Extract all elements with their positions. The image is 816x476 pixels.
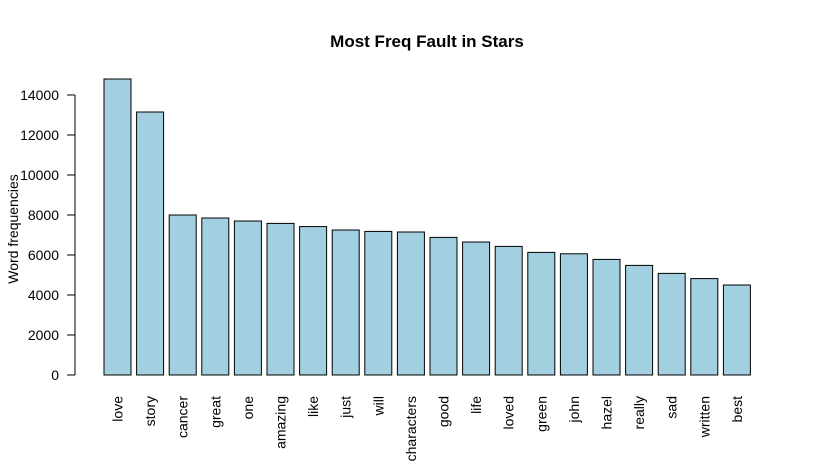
- y-tick-label: 2000: [28, 327, 59, 343]
- bar-just: [331, 229, 360, 376]
- bar-characters: [396, 231, 425, 376]
- y-axis-label: Word frequencies: [5, 174, 21, 283]
- x-tick-label-great: great: [207, 396, 223, 428]
- x-tick-label-really: really: [631, 396, 647, 429]
- bar-green: [527, 251, 556, 376]
- y-tick-label: 8000: [28, 207, 59, 223]
- bar-love: [103, 78, 132, 376]
- x-tick-label-cancer: cancer: [175, 396, 191, 438]
- bars: [103, 78, 751, 376]
- x-tick-label-sad: sad: [664, 396, 680, 419]
- y-tick-label: 12000: [20, 127, 59, 143]
- x-tick-label-story: story: [142, 396, 158, 426]
- x-tick-label-green: green: [533, 396, 549, 432]
- bar-cancer: [168, 214, 197, 376]
- bar-best: [722, 284, 751, 376]
- y-tick-label: 14000: [20, 87, 59, 103]
- x-tick-label-amazing: amazing: [273, 396, 289, 449]
- x-tick-label-will: will: [370, 396, 386, 416]
- x-tick-label-john: john: [566, 396, 582, 423]
- bar-will: [364, 230, 393, 376]
- y-tick-label: 6000: [28, 247, 59, 263]
- bar-story: [136, 111, 165, 376]
- bar-great: [201, 217, 230, 376]
- bar-john: [559, 253, 588, 376]
- bar-like: [299, 226, 328, 376]
- y-axis-ticks: 0 2000 4000 6000 8000 10000 12000 14000: [20, 87, 75, 383]
- y-tick-label: 0: [51, 367, 59, 383]
- bar-written: [690, 278, 719, 376]
- x-tick-label-hazel: hazel: [599, 396, 615, 429]
- x-tick-label-written: written: [696, 396, 712, 438]
- x-tick-label-just: just: [338, 396, 354, 419]
- bar-one: [233, 220, 262, 376]
- x-tick-label-one: one: [240, 396, 256, 420]
- bar-good: [429, 236, 458, 376]
- y-tick-label: 10000: [20, 167, 59, 183]
- bar-loved: [494, 245, 523, 376]
- x-axis-labels: love story cancer great one amazing like just wi…: [110, 396, 745, 462]
- chart-title: Most Freq Fault in Stars: [330, 32, 524, 51]
- bar-really: [625, 264, 654, 376]
- bar-amazing: [266, 222, 295, 376]
- bar-life: [462, 241, 491, 376]
- x-tick-label-good: good: [436, 396, 452, 427]
- x-tick-label-best: best: [729, 396, 745, 423]
- x-tick-label-life: life: [468, 396, 484, 414]
- x-tick-label-like: like: [305, 396, 321, 417]
- bar-hazel: [592, 258, 621, 376]
- x-tick-label-loved: loved: [501, 396, 517, 429]
- x-tick-label-love: love: [110, 396, 126, 422]
- x-tick-label-characters: characters: [403, 396, 419, 461]
- bar-sad: [657, 272, 686, 376]
- y-tick-label: 4000: [28, 287, 59, 303]
